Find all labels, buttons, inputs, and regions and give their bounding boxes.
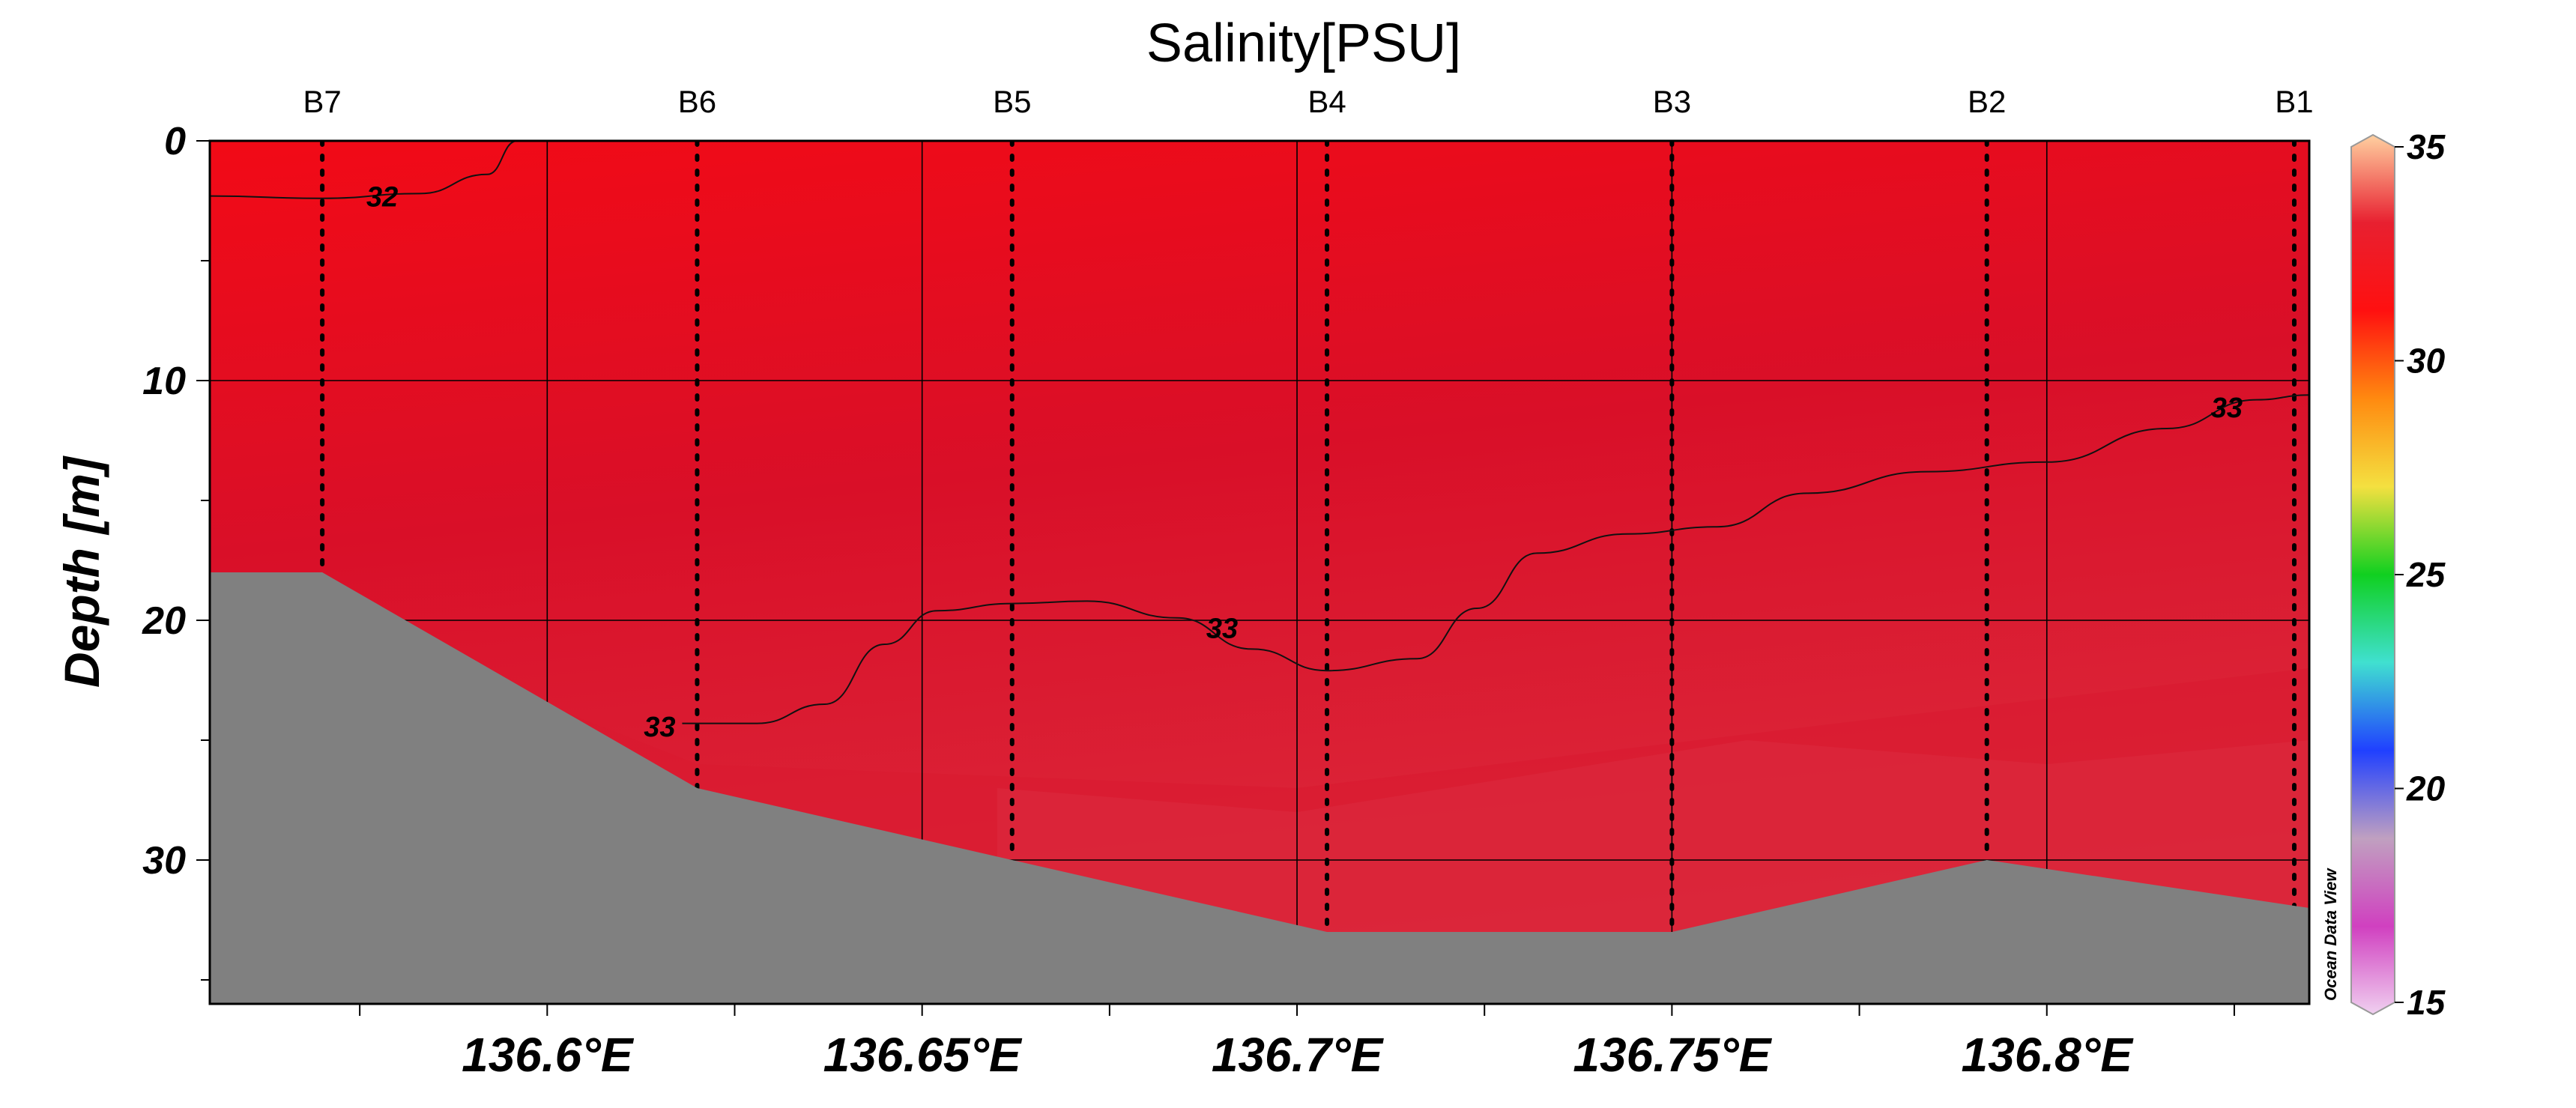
station-label: B6 bbox=[678, 84, 716, 119]
colorbar-ticks: 35 30 25 20 15 bbox=[2395, 127, 2446, 1022]
y-tick-label: 20 bbox=[142, 599, 186, 643]
station-label: B4 bbox=[1307, 84, 1346, 119]
plot-frame bbox=[208, 139, 2311, 1005]
y-tick-label: 30 bbox=[142, 839, 186, 883]
contour-line bbox=[682, 394, 2309, 724]
contour-lines bbox=[210, 141, 2309, 724]
plot-field bbox=[210, 141, 2309, 1004]
contour-line bbox=[210, 141, 518, 199]
contour-label: 33 bbox=[2211, 393, 2243, 424]
station-label: B7 bbox=[303, 84, 341, 119]
colorbar-tick-label: 15 bbox=[2407, 983, 2446, 1022]
station-label: B1 bbox=[2275, 84, 2313, 119]
colorbar-tick-label: 20 bbox=[2406, 769, 2446, 808]
y-tick-label: 0 bbox=[164, 120, 186, 163]
y-axis-ticks: 0 10 20 30 bbox=[142, 120, 210, 981]
y-axis-label: Depth [m] bbox=[54, 455, 109, 688]
station-lines bbox=[320, 141, 2297, 934]
watermark: Ocean Data View bbox=[2321, 868, 2340, 1001]
station-labels: B7 B6 B5 B4 B3 B2 B1 bbox=[303, 84, 2313, 119]
contour-label: 33 bbox=[644, 712, 675, 743]
colorbar-bar bbox=[2350, 133, 2395, 1016]
x-tick-label: 136.6°E bbox=[462, 1028, 635, 1082]
station-label: B5 bbox=[993, 84, 1031, 119]
colorbar-tick-label: 25 bbox=[2406, 555, 2446, 594]
y-tick-label: 10 bbox=[142, 360, 186, 403]
chart-title: Salinity[PSU] bbox=[1146, 13, 1461, 73]
x-tick-label: 136.65°E bbox=[823, 1028, 1023, 1082]
x-tick-label: 136.75°E bbox=[1573, 1028, 1772, 1082]
colorbar-tick-label: 35 bbox=[2407, 127, 2446, 166]
x-tick-label: 136.7°E bbox=[1212, 1028, 1385, 1082]
station-label: B2 bbox=[1968, 84, 2006, 119]
contour-labels: 32 33 33 33 bbox=[366, 182, 2243, 743]
colorbar: 35 30 25 20 15 bbox=[2350, 127, 2446, 1022]
x-axis-ticks: 136.6°E 136.65°E 136.7°E 136.75°E 136.8°E bbox=[359, 1004, 2235, 1082]
colorbar-tick-label: 30 bbox=[2407, 342, 2446, 381]
x-tick-label: 136.8°E bbox=[1962, 1028, 2135, 1082]
contour-label: 33 bbox=[1206, 614, 1238, 645]
seafloor-mask bbox=[210, 572, 2309, 1004]
contour-label: 32 bbox=[366, 182, 398, 214]
station-label: B3 bbox=[1653, 84, 1691, 119]
